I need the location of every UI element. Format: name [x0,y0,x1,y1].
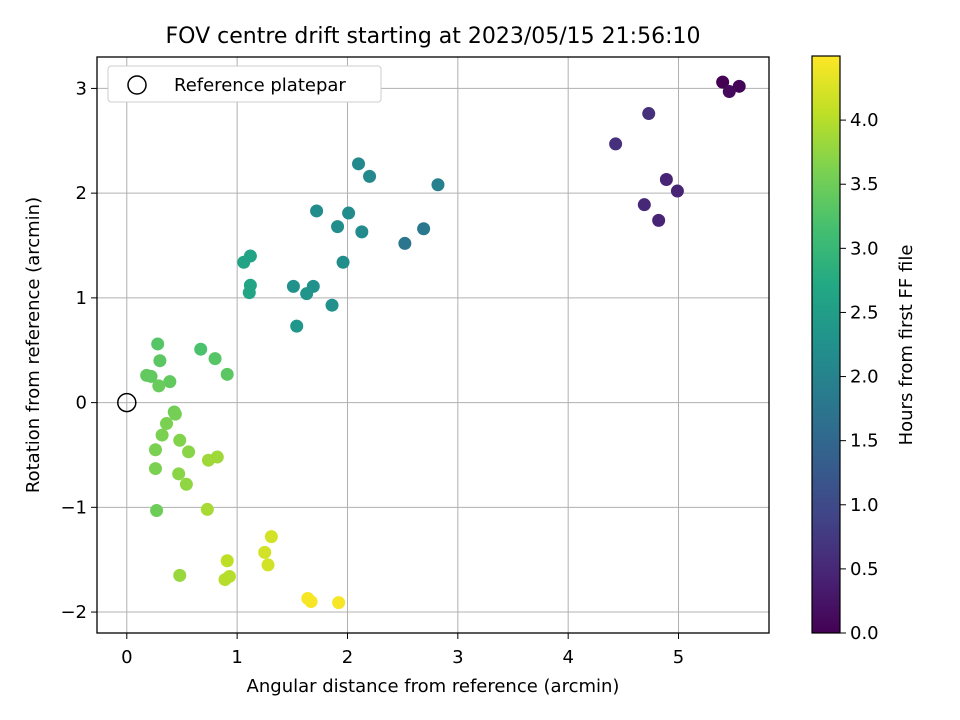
x-tick-label: 1 [231,647,242,668]
data-point [148,462,162,476]
data-point [258,545,272,559]
y-tick-label: −2 [60,602,87,623]
data-point [637,198,651,212]
data-point [173,433,187,447]
data-point [355,225,369,239]
reference-platepar-marker [117,392,137,413]
data-point [160,417,174,431]
data-point [144,369,158,383]
data-point [163,375,177,389]
x-tick-label: 2 [342,647,353,668]
data-point [151,337,165,351]
data-point [332,596,346,610]
data-point [286,279,300,293]
data-point [168,407,182,421]
y-tick-label: 3 [76,78,87,99]
data-point [431,178,445,192]
data-point [220,367,234,381]
data-point [237,255,251,269]
data-point [208,352,222,366]
data-point [609,137,623,151]
data-point [342,206,356,220]
y-axis-ticks: −2 −1 0 1 2 3 [60,78,97,623]
data-point [218,573,232,587]
data-point [325,298,339,312]
colorbar-tick-label: 1.0 [850,495,879,516]
data-point [304,595,318,609]
data-point [642,107,656,121]
y-tick-label: 2 [76,183,87,204]
data-point [264,530,278,544]
data-point [716,75,730,89]
data-points [140,75,746,610]
colorbar-tick-label: 1.5 [850,431,879,452]
data-point [194,342,208,356]
colorbar-tick-label: 3.0 [850,238,879,259]
data-point [732,79,746,93]
data-point [670,184,684,198]
data-point [652,213,666,227]
data-point [155,428,169,442]
data-point [220,554,234,568]
data-point [300,287,314,301]
legend: Reference platepar [107,65,382,103]
y-tick-label: −1 [60,497,87,518]
colorbar: 0.0 0.5 1.0 1.5 2.0 2.5 3.0 3.5 4.0 Hours from f… [811,55,917,644]
y-tick-label: 1 [76,288,87,309]
x-axis-label: Angular distance from reference (arcmin) [247,676,620,697]
colorbar-tick-label: 2.0 [850,367,879,388]
data-point [659,173,673,187]
data-point [290,319,304,333]
colorbar-tick-label: 0.0 [850,623,879,644]
legend-marker-reference [127,75,147,95]
data-point [173,568,187,582]
data-point [152,379,166,393]
data-point [261,558,275,572]
chart-title: FOV centre drift starting at 2023/05/15 … [166,24,701,49]
data-point [179,477,193,491]
data-point [172,467,186,481]
data-point [417,222,431,236]
legend-label-reference: Reference platepar [174,75,346,96]
colorbar-tick-label: 3.5 [850,174,879,195]
data-point [398,236,412,250]
data-point [352,157,366,171]
y-axis-label: Rotation from reference (arcmin) [23,197,44,493]
data-point [331,220,345,234]
colorbar-tick-label: 4.0 [850,110,879,131]
x-axis-ticks: 0 1 2 3 4 5 [121,633,684,668]
data-point [200,502,214,516]
data-point [722,85,736,99]
data-point [310,204,324,218]
x-tick-label: 5 [673,647,684,668]
data-point [242,286,256,300]
colorbar-tick-label: 2.5 [850,302,879,323]
colorbar-tick-label: 0.5 [850,559,879,580]
data-point [150,503,164,517]
colorbar-ticks: 0.0 0.5 1.0 1.5 2.0 2.5 3.0 3.5 4.0 [840,110,879,644]
data-point [182,445,196,459]
data-point [153,354,167,368]
data-point [363,169,377,183]
data-point [148,443,162,457]
y-tick-label: 0 [76,393,87,414]
x-tick-label: 0 [121,647,132,668]
colorbar-label: Hours from first FF file [896,245,917,446]
legend-box [107,65,382,103]
x-tick-label: 4 [562,647,573,668]
colorbar-gradient [811,55,841,634]
data-point [201,453,215,467]
data-point [336,255,350,269]
plot-frame [96,56,770,634]
x-tick-label: 3 [452,647,463,668]
